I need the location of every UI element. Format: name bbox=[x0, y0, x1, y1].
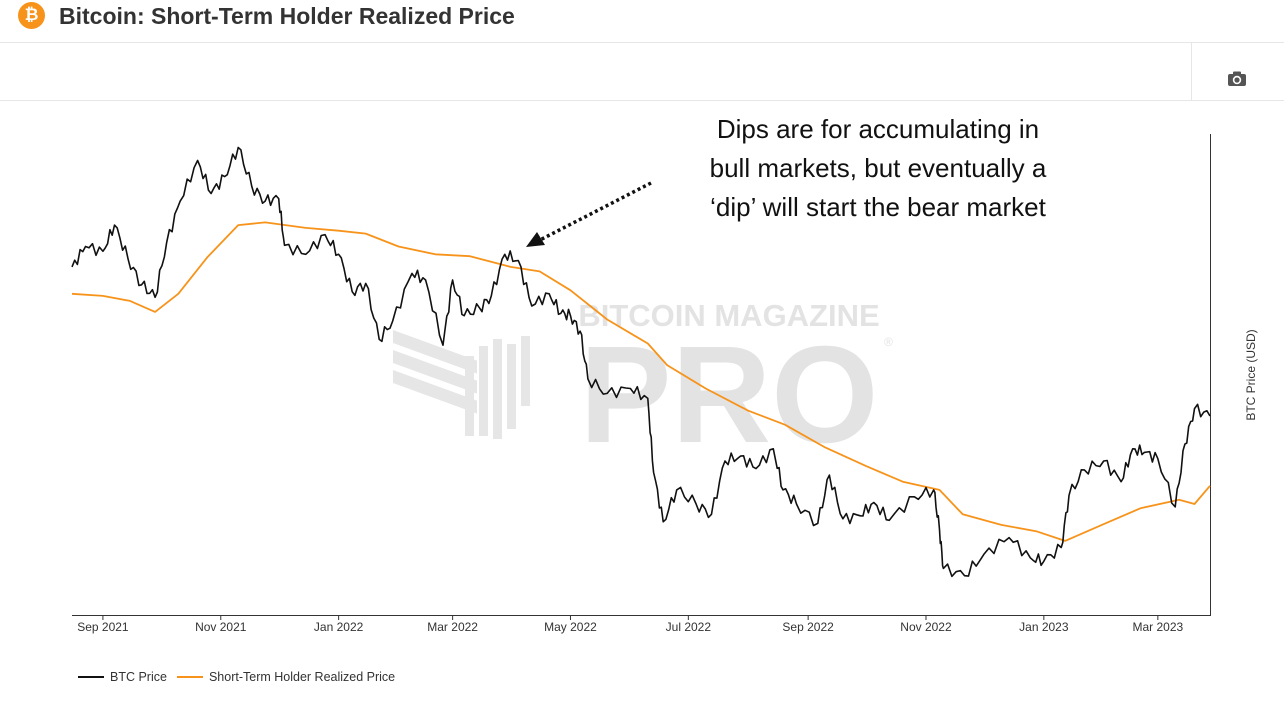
annotation-line-1: Dips are for accumulating in bbox=[717, 114, 1039, 144]
camera-icon[interactable] bbox=[1226, 69, 1248, 89]
x-tick-label: Jul 2022 bbox=[666, 620, 712, 634]
x-tick-label: Sep 2021 bbox=[77, 620, 129, 634]
x-tick-label: Nov 2022 bbox=[900, 620, 952, 634]
annotation-arrow-head bbox=[526, 232, 545, 247]
watermark-registered: ® bbox=[884, 335, 893, 349]
series-line-btc-price bbox=[71, 146, 1211, 578]
x-tick-label: Jan 2022 bbox=[314, 620, 364, 634]
legend-label-sth: Short-Term Holder Realized Price bbox=[208, 670, 396, 684]
chart-toolbar bbox=[0, 43, 1284, 101]
x-tick-label: May 2022 bbox=[544, 620, 597, 634]
legend-swatch-btc bbox=[78, 676, 104, 678]
legend-swatch-sth bbox=[176, 676, 203, 678]
y-axis-title: BTC Price (USD) bbox=[1244, 329, 1258, 420]
series-group bbox=[71, 146, 1211, 578]
series-line-sth-realized-price bbox=[71, 221, 1211, 542]
x-tick-label: Mar 2022 bbox=[427, 620, 478, 634]
x-axis-ticks: Sep 2021 Nov 2021 Jan 2022 Mar 2022 May 2022… bbox=[77, 615, 1184, 634]
x-tick-label: Mar 2023 bbox=[1132, 620, 1183, 634]
toolbar-divider bbox=[1191, 43, 1192, 100]
annotation-line-2: bull markets, but eventually a bbox=[710, 153, 1047, 183]
annotation-arrow-line bbox=[539, 181, 652, 242]
x-tick-label: Sep 2022 bbox=[782, 620, 834, 634]
annotation: Dips are for accumulating in bull market… bbox=[526, 114, 1047, 247]
watermark-line2: PRO bbox=[579, 318, 878, 472]
header: ₿ Bitcoin: Short-Term Holder Realized Pr… bbox=[0, 0, 1284, 43]
watermark: BITCOIN MAGAZINE PRO ® bbox=[393, 298, 893, 472]
watermark-logo-icon bbox=[393, 330, 530, 439]
legend-item-sth-realized-price[interactable]: Short-Term Holder Realized Price bbox=[176, 670, 396, 684]
page-title: Bitcoin: Short-Term Holder Realized Pric… bbox=[59, 3, 515, 29]
annotation-line-3: ‘dip’ will start the bear market bbox=[710, 192, 1046, 222]
watermark-line1: BITCOIN MAGAZINE bbox=[578, 298, 879, 333]
bitcoin-logo-icon: ₿ bbox=[18, 2, 45, 29]
legend-label-btc: BTC Price bbox=[110, 670, 167, 684]
x-tick-label: Nov 2021 bbox=[195, 620, 247, 634]
legend-item-btc-price[interactable]: BTC Price bbox=[78, 670, 167, 684]
legend: BTC Price Short-Term Holder Realized Pri… bbox=[78, 670, 405, 684]
x-tick-label: Jan 2023 bbox=[1019, 620, 1069, 634]
chart-area: BITCOIN MAGAZINE PRO ® Sep 2021 Nov 2021 J… bbox=[0, 101, 1284, 706]
chart-svg: BITCOIN MAGAZINE PRO ® Sep 2021 Nov 2021 J… bbox=[71, 114, 1258, 634]
